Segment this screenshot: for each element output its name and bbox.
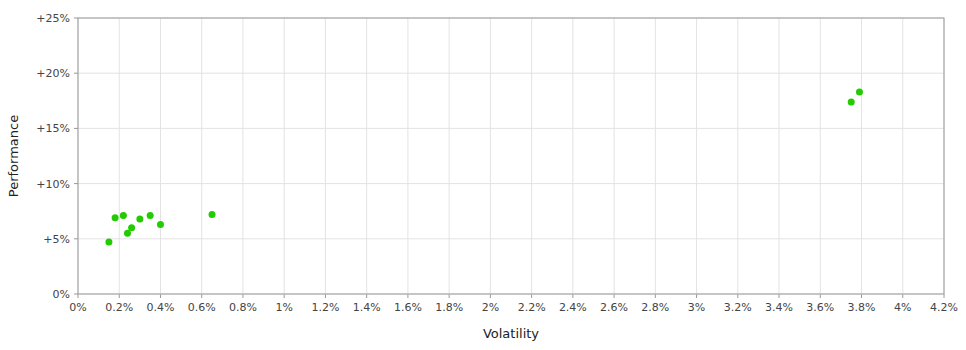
x-tick-label: 2.4%	[559, 301, 587, 314]
x-grid-line	[902, 18, 903, 294]
x-tick	[861, 294, 862, 298]
x-tick	[284, 294, 285, 298]
x-grid-line	[820, 18, 821, 294]
x-tick	[78, 294, 79, 298]
plot-area	[78, 18, 944, 294]
y-axis-label: Performance	[6, 115, 21, 197]
point	[120, 212, 127, 219]
x-tick	[820, 294, 821, 298]
x-axis-label: Volatility	[483, 326, 539, 341]
y-tick	[74, 18, 78, 19]
x-tick-label: 0%	[69, 301, 86, 314]
y-tick	[74, 183, 78, 184]
point	[856, 88, 863, 95]
x-tick	[944, 294, 945, 298]
x-grid-line	[572, 18, 573, 294]
x-tick-label: 0.4%	[146, 301, 174, 314]
x-grid-line	[160, 18, 161, 294]
y-tick-label: +5%	[43, 233, 70, 246]
x-grid-line	[119, 18, 120, 294]
x-tick-label: 3.6%	[806, 301, 834, 314]
x-tick-label: 1.2%	[311, 301, 339, 314]
x-grid-line	[325, 18, 326, 294]
x-tick	[160, 294, 161, 298]
x-tick-label: 3.8%	[848, 301, 876, 314]
x-tick	[407, 294, 408, 298]
x-tick-label: 1.8%	[435, 301, 463, 314]
y-grid-line	[78, 183, 944, 184]
y-tick-label: 0%	[53, 288, 70, 301]
x-grid-line	[861, 18, 862, 294]
x-grid-line	[737, 18, 738, 294]
x-grid-line	[284, 18, 285, 294]
x-tick-label: 4%	[894, 301, 911, 314]
x-tick	[779, 294, 780, 298]
x-tick	[490, 294, 491, 298]
point	[136, 215, 143, 222]
x-tick	[325, 294, 326, 298]
point	[112, 214, 119, 221]
grid	[74, 18, 944, 298]
y-grid-line	[78, 238, 944, 239]
x-grid-line	[201, 18, 202, 294]
y-tick-label: +15%	[36, 122, 70, 135]
tick-labels: 0% 0.2% 0.4% 0.6% 0.8% 1% 1.2% 1.4% 1.6% 1.8% 2% 2.…	[36, 12, 958, 314]
y-grid-line	[78, 128, 944, 129]
point	[209, 211, 216, 218]
x-grid-line	[531, 18, 532, 294]
x-tick	[366, 294, 367, 298]
x-tick	[655, 294, 656, 298]
x-tick	[449, 294, 450, 298]
y-tick-label: +20%	[36, 67, 70, 80]
x-grid-line	[779, 18, 780, 294]
x-tick-label: 1.6%	[394, 301, 422, 314]
x-tick-label: 2.8%	[641, 301, 669, 314]
x-tick	[902, 294, 903, 298]
x-grid-line	[490, 18, 491, 294]
point	[105, 239, 112, 246]
x-tick-label: 1%	[275, 301, 292, 314]
plot-frame	[78, 18, 944, 294]
x-tick	[572, 294, 573, 298]
x-tick	[531, 294, 532, 298]
x-tick-label: 2%	[482, 301, 499, 314]
point	[848, 98, 855, 105]
x-tick	[737, 294, 738, 298]
x-tick-label: 3%	[688, 301, 705, 314]
x-tick	[201, 294, 202, 298]
y-tick	[74, 294, 78, 295]
x-tick	[242, 294, 243, 298]
x-tick-label: 3.2%	[724, 301, 752, 314]
y-tick-label: +10%	[36, 178, 70, 191]
x-grid-line	[655, 18, 656, 294]
point	[147, 212, 154, 219]
x-grid-line	[614, 18, 615, 294]
y-grid-line	[78, 73, 944, 74]
y-tick	[74, 128, 78, 129]
x-tick	[119, 294, 120, 298]
x-grid-line	[366, 18, 367, 294]
x-tick-label: 0.6%	[188, 301, 216, 314]
x-grid-line	[242, 18, 243, 294]
x-tick-label: 3.4%	[765, 301, 793, 314]
x-tick-label: 2.6%	[600, 301, 628, 314]
x-grid-line	[449, 18, 450, 294]
x-tick-label: 0.8%	[229, 301, 257, 314]
y-tick-label: +25%	[36, 12, 70, 25]
x-tick-label: 2.2%	[518, 301, 546, 314]
x-tick	[614, 294, 615, 298]
points	[105, 88, 863, 245]
x-tick-label: 0.2%	[105, 301, 133, 314]
x-tick-label: 1.4%	[353, 301, 381, 314]
y-tick	[74, 73, 78, 74]
x-grid-line	[696, 18, 697, 294]
x-tick	[696, 294, 697, 298]
x-tick-label: 4.2%	[930, 301, 958, 314]
point	[157, 221, 164, 228]
point	[128, 224, 135, 231]
x-grid-line	[407, 18, 408, 294]
y-tick	[74, 238, 78, 239]
chart: 0% 0.2% 0.4% 0.6% 0.8% 1% 1.2% 1.4% 1.6% 1.8% 2% 2.…	[0, 0, 966, 350]
